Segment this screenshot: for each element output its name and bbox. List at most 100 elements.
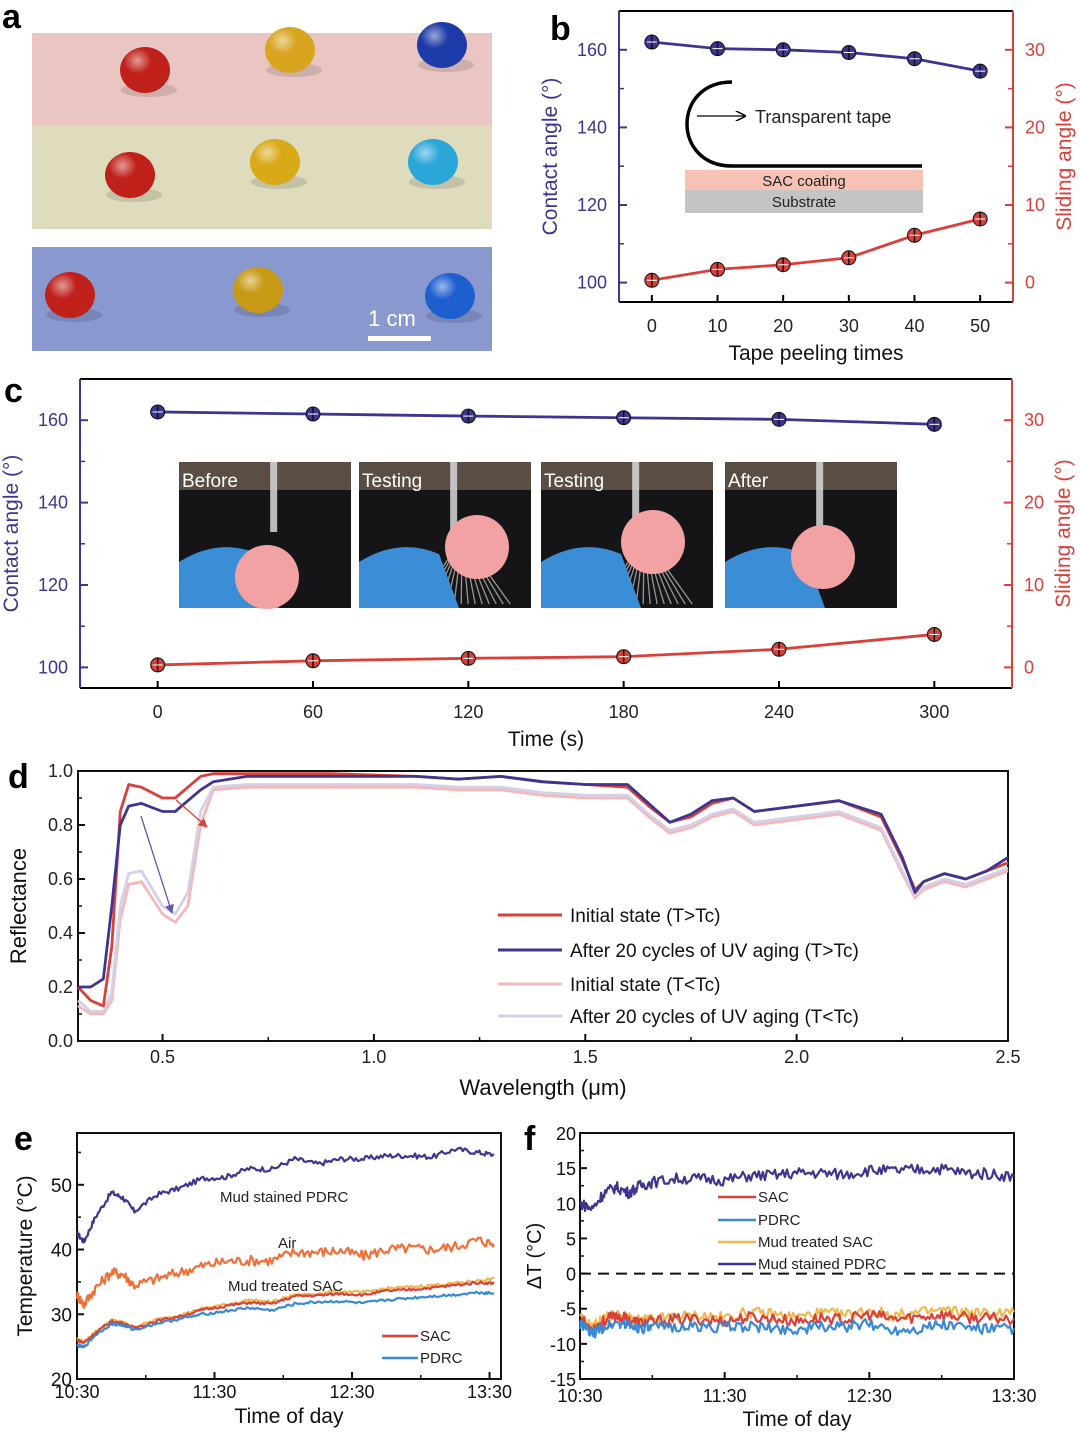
y-tick-label: 0.0 xyxy=(48,1031,73,1051)
x-tick-label: 0 xyxy=(647,316,657,336)
blue-glove xyxy=(359,547,459,608)
droplet-highlight xyxy=(105,152,155,198)
y-right-tick-label: 0 xyxy=(1024,657,1034,677)
photo-wall xyxy=(541,462,713,490)
x-tick-label: 120 xyxy=(453,702,483,722)
photo-row-1 xyxy=(32,33,492,131)
series-line-sliding-angle xyxy=(157,633,935,667)
panel-label-e: e xyxy=(14,1120,33,1158)
series-line-contact-angle xyxy=(157,410,935,426)
water-jet xyxy=(450,462,458,532)
water-jet xyxy=(632,462,640,532)
sac-coated-sample xyxy=(445,515,509,579)
x-tick-label: 13:30 xyxy=(991,1386,1036,1406)
y-tick-label: -10 xyxy=(550,1335,576,1355)
inset-photo-testing: Testing xyxy=(541,462,713,608)
sac-coated-sample xyxy=(235,545,299,609)
y-right-tick-label: 20 xyxy=(1025,117,1045,137)
x-tick-label: 2.0 xyxy=(784,1047,809,1067)
x-tick-label: 60 xyxy=(303,702,323,722)
legend-label: SAC xyxy=(758,1189,789,1206)
y-tick-label: 50 xyxy=(51,1176,72,1197)
x-tick-label: 180 xyxy=(609,702,639,722)
x-axis-title: Time of day xyxy=(743,1408,852,1431)
legend-label: Mud treated SAC xyxy=(758,1234,873,1251)
x-tick-label: 11:30 xyxy=(193,1382,237,1402)
panel-label-d: d xyxy=(8,758,29,796)
blue-glove xyxy=(541,547,641,608)
y-left-axis-title: Contact angle (°) xyxy=(0,455,23,613)
x-axis-title: Time of day xyxy=(235,1405,344,1428)
annotation-arrow-blue xyxy=(140,815,174,914)
x-axis-title: Tape peeling times xyxy=(728,342,903,365)
legend-label-pdrc: PDRC xyxy=(420,1350,463,1367)
y-left-tick-label: 160 xyxy=(577,40,607,60)
droplet-highlight xyxy=(120,47,170,93)
panel-label-f: f xyxy=(524,1120,536,1158)
panel-b-tape-peeling-chart: 0 10 20 30 40 50 100 120 140 160 0 10 20 30 Tape peeli… xyxy=(539,10,1076,365)
x-axis-title: Wavelength (μm) xyxy=(459,1075,626,1100)
y-right-tick-label: 30 xyxy=(1024,410,1044,430)
photo-label: Before xyxy=(182,471,238,492)
photo-wall xyxy=(359,462,531,490)
legend-label: After 20 cycles of UV aging (T>Tc) xyxy=(570,941,859,962)
y-tick-label: 1.0 xyxy=(48,761,73,781)
x-tick-label: 2.5 xyxy=(995,1047,1020,1067)
x-axis-title: Time (s) xyxy=(508,728,584,751)
legend-label: Mud stained PDRC xyxy=(758,1256,887,1273)
plot-frame xyxy=(76,1132,502,1380)
x-tick-label: 10:30 xyxy=(557,1386,602,1406)
panel-label-a: a xyxy=(2,0,22,36)
y-left-tick-label: 160 xyxy=(38,410,68,430)
series-line-pdrc xyxy=(578,1318,1016,1339)
droplet-highlight xyxy=(250,139,300,185)
inset-photo-before: Before xyxy=(179,462,351,609)
x-tick-label: 40 xyxy=(904,316,924,336)
photo-wall xyxy=(725,462,897,490)
legend-label: Initial state (T>Tc) xyxy=(570,906,720,927)
y-right-tick-label: 10 xyxy=(1025,195,1045,215)
y-tick-label: 15 xyxy=(556,1159,576,1179)
y-left-axis-title: Contact angle (°) xyxy=(539,78,562,236)
substrate-label: Substrate xyxy=(772,194,836,211)
x-tick-label: 12:30 xyxy=(847,1386,892,1406)
legend-label: PDRC xyxy=(758,1212,801,1229)
x-tick-label: 10 xyxy=(707,316,727,336)
legend-label: Initial state (T<Tc) xyxy=(570,975,720,996)
y-right-tick-label: 0 xyxy=(1025,273,1035,293)
annotation-arrow-red xyxy=(175,799,208,828)
y-tick-label: 0 xyxy=(566,1265,576,1285)
x-tick-label: 300 xyxy=(919,702,949,722)
x-tick-label: 50 xyxy=(970,316,990,336)
x-tick-label: 0.5 xyxy=(150,1047,175,1067)
y-right-tick-label: 20 xyxy=(1024,493,1044,513)
sac-coating-label: SAC coating xyxy=(762,173,845,190)
inset-photo-testing: Testing xyxy=(359,462,531,608)
y-tick-label: -5 xyxy=(560,1300,576,1320)
x-tick-label: 20 xyxy=(773,316,793,336)
droplet-highlight xyxy=(408,139,458,185)
inline-label-mud-treated-sac: Mud treated SAC xyxy=(228,1278,343,1295)
series-line-sliding-angle xyxy=(651,217,981,282)
sac-coated-sample xyxy=(621,510,685,574)
y-right-tick-label: 30 xyxy=(1025,40,1045,60)
inline-label-air: Air xyxy=(278,1235,296,1252)
y-tick-label: 0.4 xyxy=(48,923,73,943)
y-tick-label: 5 xyxy=(566,1229,576,1249)
photo-label: After xyxy=(728,471,769,492)
y-right-axis-title: Sliding angle (°) xyxy=(1052,459,1075,607)
sac-coating-layer xyxy=(685,170,923,190)
y-left-tick-label: 100 xyxy=(577,273,607,293)
scale-bar-line xyxy=(368,336,431,341)
y-tick-label: 40 xyxy=(51,1241,72,1262)
series-line-contact-angle xyxy=(651,40,981,73)
droplet-highlight xyxy=(233,267,283,313)
scale-bar: 1 cm xyxy=(368,306,431,341)
panel-label-c: c xyxy=(4,372,23,410)
x-tick-label: 0 xyxy=(153,702,163,722)
y-tick-label: 20 xyxy=(51,1370,72,1391)
droplet-highlight xyxy=(265,27,315,73)
sac-coated-sample xyxy=(791,525,855,589)
y-axis-title: ΔT (°C) xyxy=(524,1223,546,1290)
scale-bar-label: 1 cm xyxy=(368,306,416,331)
